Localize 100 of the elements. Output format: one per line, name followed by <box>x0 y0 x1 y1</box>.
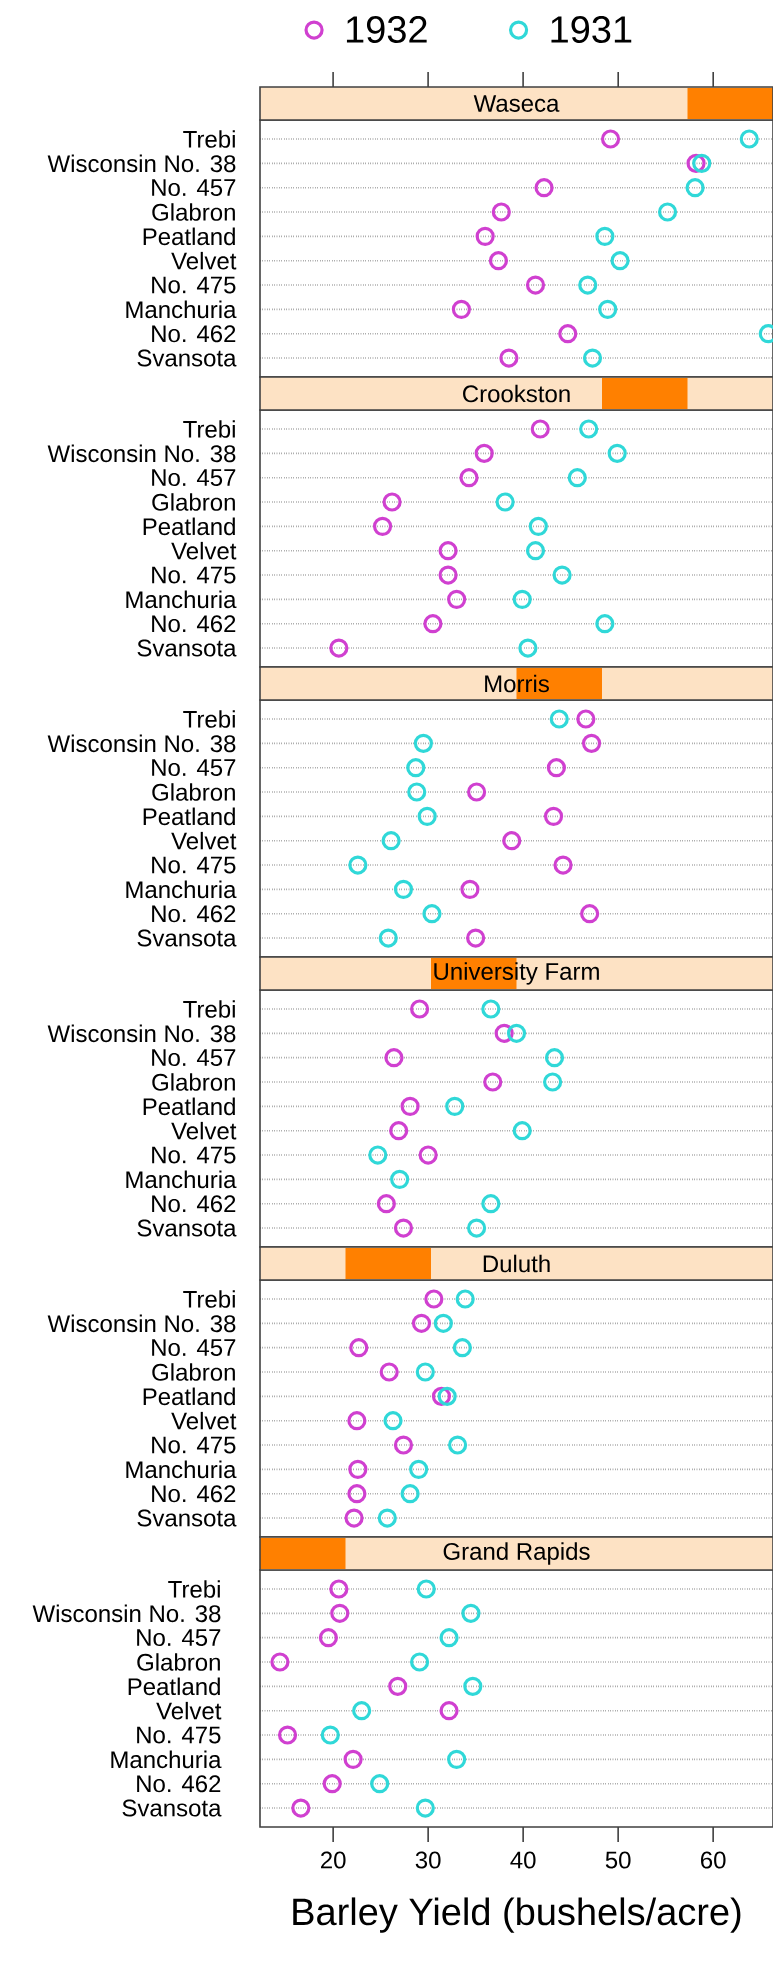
point <box>460 879 480 899</box>
point <box>291 1798 311 1818</box>
point <box>543 806 564 826</box>
point <box>481 999 501 1019</box>
y-tick-label: No. 462 <box>152 1195 236 1213</box>
y-tick-label: Manchuria <box>111 1750 222 1769</box>
y-tick-label: Svansota <box>137 349 237 367</box>
point <box>495 492 515 512</box>
point <box>393 1218 414 1238</box>
point <box>739 129 759 149</box>
point <box>409 1652 430 1672</box>
point <box>610 251 630 271</box>
y-tick-label: Manchuria <box>126 1170 237 1189</box>
y-tick-label: Wisconsin No. 38 <box>47 154 236 173</box>
point <box>499 348 519 368</box>
point <box>384 1048 404 1068</box>
point <box>372 516 393 536</box>
point <box>433 1313 453 1333</box>
y-tick-label: Glabron <box>137 1653 220 1671</box>
point <box>411 1313 432 1333</box>
point <box>581 733 602 753</box>
point <box>390 1169 410 1189</box>
point <box>481 1194 501 1214</box>
chart-title: Crookston <box>463 384 570 403</box>
chart-title: Duluth <box>483 1254 550 1273</box>
y-tick-label: No. 462 <box>152 905 236 923</box>
point <box>685 178 705 198</box>
point <box>438 541 458 561</box>
y-tick-label: No. 457 <box>137 1629 221 1647</box>
y-tick-label: Velvet <box>171 251 237 270</box>
point <box>598 299 618 319</box>
point <box>578 275 598 295</box>
y-tick-label: Svansota <box>137 1219 237 1237</box>
point <box>413 733 433 753</box>
point <box>530 419 550 439</box>
point <box>447 1435 468 1455</box>
point <box>546 758 566 778</box>
point <box>461 1603 481 1623</box>
y-tick-label: Peatland <box>143 807 235 826</box>
y-tick-label: Trebi <box>168 1580 220 1598</box>
y-tick-label: Glabron <box>152 1363 235 1381</box>
point <box>491 202 511 222</box>
y-tick-label: No. 457 <box>152 1049 236 1067</box>
y-tick-label: Svansota <box>137 639 237 657</box>
point <box>379 1362 399 1382</box>
point <box>406 758 426 778</box>
point <box>512 589 532 609</box>
y-tick-label: No. 475 <box>137 1726 221 1744</box>
y-tick-label: No. 475 <box>152 566 236 584</box>
point <box>502 831 522 851</box>
point <box>370 1774 390 1794</box>
point <box>451 299 471 319</box>
point <box>348 855 368 875</box>
y-tick-label: Manchuria <box>126 1460 237 1479</box>
x-tick-label: 20 <box>321 1851 346 1869</box>
point <box>534 178 554 198</box>
point <box>381 831 401 851</box>
point <box>595 226 615 246</box>
point <box>422 904 442 924</box>
point <box>607 443 627 463</box>
point <box>582 348 603 368</box>
point <box>347 1411 367 1431</box>
y-tick-label: Peatland <box>128 1677 220 1696</box>
y-tick-label: Manchuria <box>126 590 237 609</box>
point <box>439 1628 459 1648</box>
point <box>437 1386 457 1406</box>
y-tick-label: Svansota <box>137 929 237 947</box>
point <box>389 1121 409 1141</box>
x-tick-label: 40 <box>510 1851 536 1869</box>
y-tick-label: Peatland <box>143 1387 235 1406</box>
point <box>349 1338 369 1358</box>
y-tick-label: Trebi <box>183 130 235 148</box>
point <box>377 1508 397 1528</box>
y-tick-label: Wisconsin No. 38 <box>47 444 236 463</box>
y-tick-label: Peatland <box>143 227 235 246</box>
y-tick-label: No. 475 <box>152 276 236 294</box>
point <box>567 468 587 488</box>
point <box>347 1484 367 1504</box>
legend-label: 1931 <box>551 16 632 43</box>
y-tick-label: Peatland <box>143 517 235 536</box>
point <box>445 1096 465 1116</box>
point <box>383 1411 403 1431</box>
y-tick-label: Velvet <box>156 1701 222 1720</box>
y-tick-label: Velvet <box>171 1121 237 1140</box>
point <box>343 1749 363 1769</box>
point <box>579 419 599 439</box>
point <box>475 226 495 246</box>
point <box>344 1508 364 1528</box>
point <box>270 1652 290 1672</box>
point <box>423 614 443 634</box>
y-tick-label: Svansota <box>137 1509 237 1527</box>
point <box>322 1774 342 1794</box>
point <box>277 1725 298 1745</box>
y-tick-label: Svansota <box>122 1799 222 1817</box>
y-tick-label: No. 462 <box>152 325 236 343</box>
y-tick-label: No. 462 <box>152 1485 236 1503</box>
point <box>447 589 467 609</box>
point <box>424 1289 444 1309</box>
point <box>553 855 573 875</box>
point <box>376 1194 396 1214</box>
